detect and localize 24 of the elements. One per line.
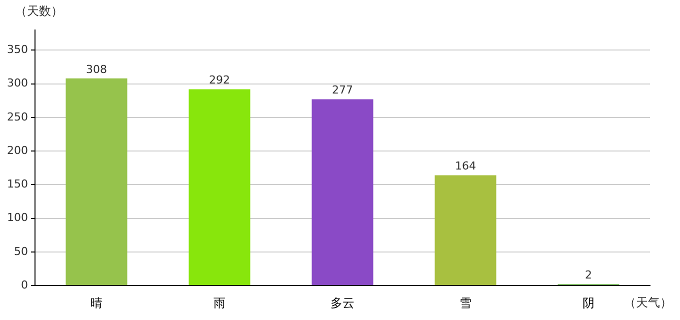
y-tick-label: 200 [6,144,28,157]
x-tick-label: 多云 [330,296,354,310]
data-label: 308 [86,62,107,76]
bar [66,78,128,286]
y-tick-label: 150 [6,178,28,191]
x-axis-title: （天气） [624,296,672,310]
bar [188,89,250,286]
data-label: 277 [332,84,353,97]
data-label: 292 [208,74,230,87]
bar [312,99,374,286]
y-tick-label: 100 [6,211,28,224]
y-tick-label: 0 [20,278,28,292]
data-label: 2 [585,268,592,282]
y-tick-label: 300 [6,76,28,90]
bar [434,175,496,286]
x-tick-label: 阴 [582,296,594,310]
y-tick-label: 50 [14,244,28,258]
y-tick-label: 350 [6,43,28,56]
y-tick-label: 250 [6,110,28,124]
data-label: 164 [455,160,476,173]
x-tick-label: 雨 [213,296,226,310]
x-tick-label: 晴 [90,296,102,310]
y-axis-title: （天数） [14,4,63,18]
x-tick-label: 雪 [460,296,472,310]
